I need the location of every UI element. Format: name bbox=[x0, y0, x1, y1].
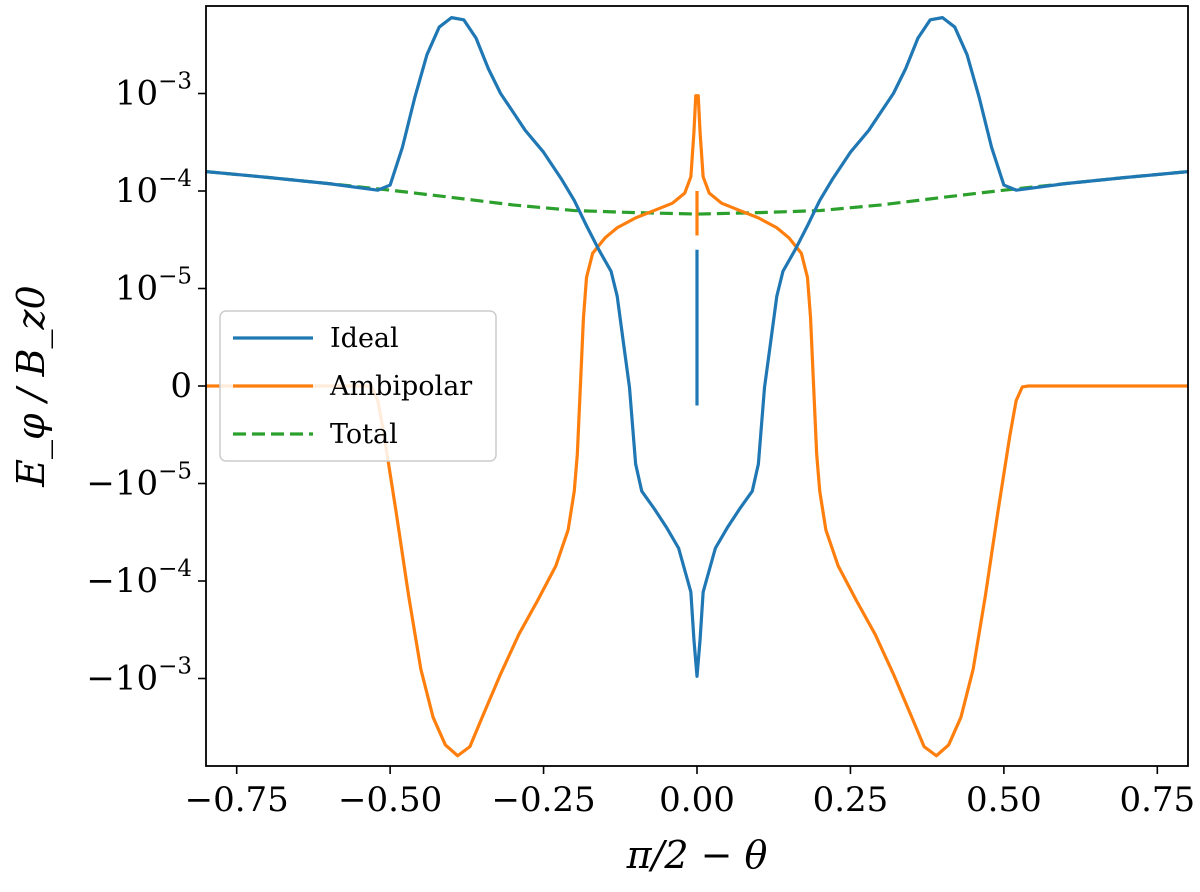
x-tick-label: −0.50 bbox=[338, 780, 442, 820]
y-tick-label: −10−3 bbox=[86, 654, 192, 699]
x-tick-label: 0.75 bbox=[1119, 780, 1195, 820]
y-tick-label: 10−5 bbox=[115, 264, 192, 309]
y-tick-base: −10 bbox=[86, 561, 158, 601]
legend-label-ambipolar: Ambipolar bbox=[329, 371, 472, 402]
x-tick-label: −0.25 bbox=[491, 780, 595, 820]
y-tick-exponent: −3 bbox=[158, 69, 192, 95]
x-axis-label: π/2 − θ bbox=[626, 833, 768, 877]
y-tick-exponent: −4 bbox=[158, 166, 192, 192]
y-tick-base: 0 bbox=[170, 366, 192, 406]
x-axis: −0.75 −0.50 −0.25 0.00 0.25 0.50 0.75 bbox=[185, 766, 1195, 820]
y-tick-base: 10 bbox=[115, 74, 158, 114]
x-tick-label: −0.75 bbox=[185, 780, 289, 820]
series-layer bbox=[206, 16, 1188, 758]
legend-label-total: Total bbox=[330, 419, 398, 450]
legend-box bbox=[219, 310, 497, 462]
y-axis: 10−310−410−50−10−5−10−4−10−3 bbox=[86, 69, 206, 699]
y-tick-base: −10 bbox=[86, 464, 158, 504]
series-line-ideal bbox=[206, 16, 1188, 678]
y-tick-label: 10−3 bbox=[115, 69, 192, 114]
y-axis-label-group: E_φ / B_z0 bbox=[9, 285, 54, 487]
y-axis-label: E_φ / B_z0 bbox=[9, 285, 54, 487]
y-tick-exponent: −4 bbox=[158, 556, 192, 582]
y-tick-exponent: −3 bbox=[158, 654, 192, 680]
y-tick-base: −10 bbox=[86, 659, 158, 699]
y-tick-exponent: −5 bbox=[158, 264, 192, 290]
x-tick-label: 0.50 bbox=[966, 780, 1042, 820]
y-tick-label: −10−5 bbox=[86, 459, 192, 504]
y-tick-exponent: −5 bbox=[158, 459, 192, 485]
legend: Ideal Ambipolar Total bbox=[219, 310, 497, 462]
y-tick-base: 10 bbox=[115, 171, 158, 211]
y-tick-label: 10−4 bbox=[115, 166, 192, 211]
y-tick-label: −10−4 bbox=[86, 556, 192, 601]
x-tick-label: 0.25 bbox=[813, 780, 889, 820]
y-tick-label: 0 bbox=[170, 366, 192, 406]
x-tick-label: 0.00 bbox=[659, 780, 735, 820]
series-line-ambipolar bbox=[206, 94, 1188, 758]
y-tick-base: 10 bbox=[115, 269, 158, 309]
legend-label-ideal: Ideal bbox=[330, 323, 399, 354]
